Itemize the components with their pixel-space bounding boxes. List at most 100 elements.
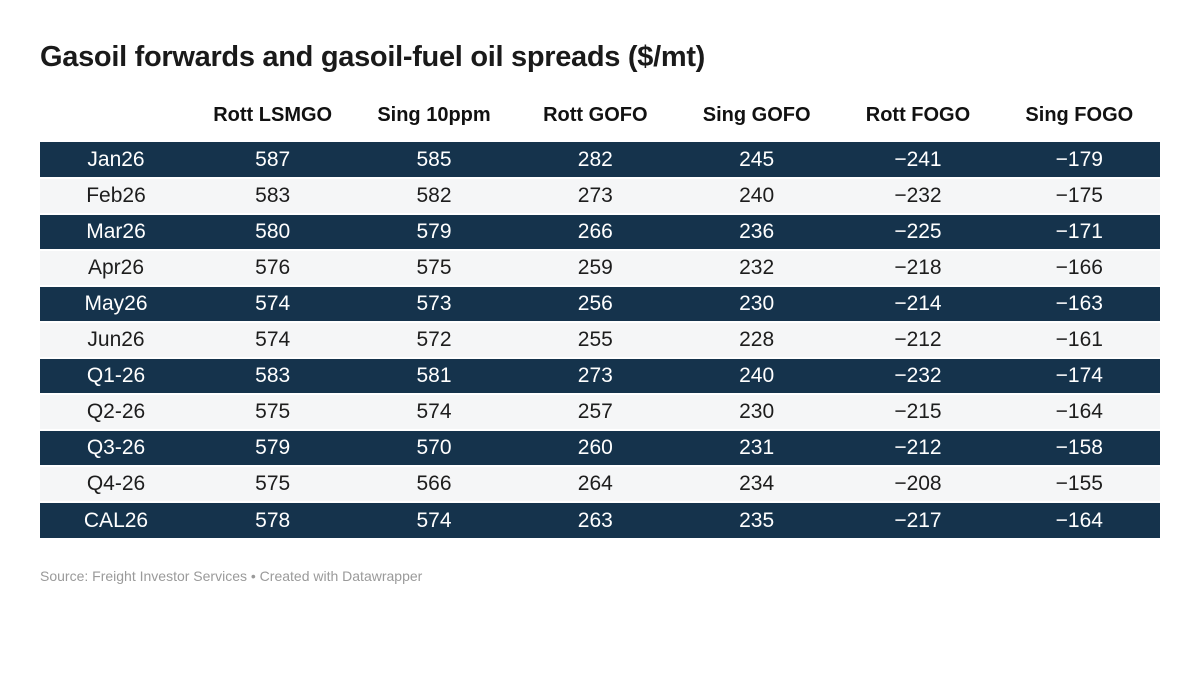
- cell: 266: [514, 214, 676, 251]
- cell: 260: [514, 430, 676, 467]
- row-label: Feb26: [40, 178, 192, 215]
- cell: 240: [675, 178, 838, 215]
- cell: 259: [514, 250, 676, 287]
- table-row: Q1-26 583 581 273 240 −232 −174: [40, 358, 1160, 395]
- cell: 574: [353, 502, 515, 538]
- table-row: May26 574 573 256 230 −214 −163: [40, 286, 1160, 323]
- table-row: Mar26 580 579 266 236 −225 −171: [40, 214, 1160, 251]
- cell: 232: [675, 250, 838, 287]
- cell: 581: [353, 358, 515, 395]
- table-row: CAL26 578 574 263 235 −217 −164: [40, 502, 1160, 538]
- cell: −218: [837, 250, 999, 287]
- cell: −179: [998, 142, 1160, 179]
- cell: 582: [353, 178, 515, 215]
- cell: 263: [514, 502, 676, 538]
- column-header-rott-lsmgo: Rott LSMGO: [213, 104, 333, 126]
- cell: 257: [514, 394, 676, 431]
- cell: 240: [675, 358, 838, 395]
- cell: 587: [192, 142, 354, 179]
- column-header-blank: [40, 96, 192, 142]
- cell: 579: [353, 214, 515, 251]
- cell: −212: [837, 322, 999, 359]
- row-label: Q1-26: [40, 358, 192, 395]
- cell: −225: [837, 214, 999, 251]
- cell: 566: [353, 466, 515, 503]
- cell: −215: [837, 394, 999, 431]
- cell: 574: [192, 286, 354, 323]
- column-header-sing-10ppm: Sing 10ppm: [377, 104, 491, 126]
- row-label: Apr26: [40, 250, 192, 287]
- cell: 574: [192, 322, 354, 359]
- chart-container: Gasoil forwards and gasoil-fuel oil spre…: [0, 40, 1200, 584]
- cell: 273: [514, 178, 676, 215]
- cell: 236: [675, 214, 838, 251]
- cell: 228: [675, 322, 838, 359]
- source-name: Freight Investor Services: [92, 568, 247, 584]
- cell: 245: [675, 142, 838, 179]
- row-label: Jan26: [40, 142, 192, 179]
- cell: 572: [353, 322, 515, 359]
- cell: 231: [675, 430, 838, 467]
- cell: 578: [192, 502, 354, 538]
- cell: −161: [998, 322, 1160, 359]
- column-header-sing-fogo: Sing FOGO: [1025, 104, 1134, 126]
- table-row: Q3-26 579 570 260 231 −212 −158: [40, 430, 1160, 467]
- row-label: May26: [40, 286, 192, 323]
- cell: −171: [998, 214, 1160, 251]
- column-header-sing-gofo: Sing GOFO: [702, 104, 811, 126]
- table-row: Jan26 587 585 282 245 −241 −179: [40, 142, 1160, 179]
- cell: 575: [192, 394, 354, 431]
- cell: 264: [514, 466, 676, 503]
- table-row: Apr26 576 575 259 232 −218 −166: [40, 250, 1160, 287]
- cell: 574: [353, 394, 515, 431]
- table-row: Jun26 574 572 255 228 −212 −161: [40, 322, 1160, 359]
- cell: −158: [998, 430, 1160, 467]
- row-label: Q2-26: [40, 394, 192, 431]
- row-label: Mar26: [40, 214, 192, 251]
- cell: 273: [514, 358, 676, 395]
- cell: −232: [837, 358, 999, 395]
- cell: −212: [837, 430, 999, 467]
- cell: 230: [675, 394, 838, 431]
- column-header-rott-gofo: Rott GOFO: [543, 104, 648, 126]
- cell: −241: [837, 142, 999, 179]
- cell: −232: [837, 178, 999, 215]
- cell: 583: [192, 358, 354, 395]
- source-note: Source: Freight Investor Services • Crea…: [40, 568, 1160, 584]
- cell: −175: [998, 178, 1160, 215]
- table-body: Jan26 587 585 282 245 −241 −179 Feb26 58…: [40, 142, 1160, 538]
- cell: 575: [192, 466, 354, 503]
- cell: −164: [998, 394, 1160, 431]
- cell: 580: [192, 214, 354, 251]
- cell: −217: [837, 502, 999, 538]
- cell: 583: [192, 178, 354, 215]
- cell: 235: [675, 502, 838, 538]
- row-label: CAL26: [40, 502, 192, 538]
- cell: 230: [675, 286, 838, 323]
- datawrapper-attribution-link[interactable]: Created with Datawrapper: [259, 568, 423, 584]
- cell: 575: [353, 250, 515, 287]
- row-label: Q3-26: [40, 430, 192, 467]
- cell: −174: [998, 358, 1160, 395]
- table-row: Q2-26 575 574 257 230 −215 −164: [40, 394, 1160, 431]
- cell: −208: [837, 466, 999, 503]
- cell: −214: [837, 286, 999, 323]
- cell: −155: [998, 466, 1160, 503]
- cell: −166: [998, 250, 1160, 287]
- forwards-table: Rott LSMGO Sing 10ppm Rott GOFO Sing GOF…: [40, 96, 1160, 538]
- cell: 234: [675, 466, 838, 503]
- cell: −163: [998, 286, 1160, 323]
- table-row: Q4-26 575 566 264 234 −208 −155: [40, 466, 1160, 503]
- footer-separator: •: [250, 568, 256, 584]
- cell: 570: [353, 430, 515, 467]
- cell: 576: [192, 250, 354, 287]
- cell: 579: [192, 430, 354, 467]
- row-label: Q4-26: [40, 466, 192, 503]
- row-label: Jun26: [40, 322, 192, 359]
- cell: 255: [514, 322, 676, 359]
- cell: 585: [353, 142, 515, 179]
- cell: 256: [514, 286, 676, 323]
- cell: −164: [998, 502, 1160, 538]
- column-header-rott-fogo: Rott FOGO: [865, 104, 971, 126]
- cell: 282: [514, 142, 676, 179]
